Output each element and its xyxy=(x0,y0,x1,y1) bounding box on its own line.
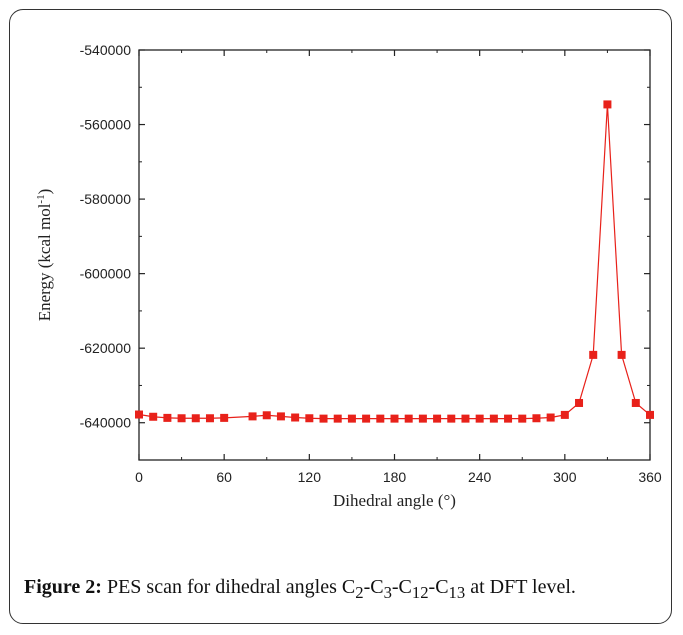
y-tick-label: -560000 xyxy=(80,117,132,133)
data-point xyxy=(248,412,257,421)
data-point xyxy=(291,413,300,422)
data-point xyxy=(603,100,612,109)
x-tick-label: 240 xyxy=(468,469,492,485)
data-point xyxy=(191,414,200,423)
data-point xyxy=(631,398,640,407)
data-point xyxy=(504,414,513,423)
figure-caption: Figure 2: PES scan for dihedral angles C… xyxy=(24,576,576,603)
y-tick-label: -640000 xyxy=(80,415,132,431)
data-point xyxy=(418,414,427,423)
data-point xyxy=(546,413,555,422)
caption-sub: 12 xyxy=(411,583,429,602)
caption-sub: 13 xyxy=(448,583,466,602)
caption-sub: 3 xyxy=(383,583,392,602)
data-point xyxy=(532,414,541,423)
data-point xyxy=(404,414,413,423)
y-tick-label: -600000 xyxy=(80,266,132,282)
axes xyxy=(138,49,651,461)
data-point xyxy=(362,414,371,423)
series-energy xyxy=(135,100,654,423)
caption-text: PES scan for dihedral angles C xyxy=(101,576,356,598)
x-axis-title: Dihedral angle (°) xyxy=(333,491,456,510)
x-tick-label: 60 xyxy=(216,469,232,485)
data-point xyxy=(163,413,172,422)
x-tick-label: 360 xyxy=(638,469,662,485)
data-point xyxy=(376,414,385,423)
ticks: 0 60 120 180 240 300 360 -640000 -620000 -600000 -… xyxy=(80,42,662,485)
caption-label: Figure 2: xyxy=(24,576,102,598)
data-point xyxy=(305,414,314,423)
data-point xyxy=(589,350,598,359)
data-point xyxy=(447,414,456,423)
plot-border xyxy=(138,49,651,461)
data-point xyxy=(205,414,214,423)
x-tick-label: 300 xyxy=(553,469,577,485)
x-tick-label: 120 xyxy=(298,469,322,485)
data-point xyxy=(475,414,484,423)
data-point xyxy=(135,410,143,419)
data-point xyxy=(617,350,626,359)
data-point xyxy=(177,414,186,423)
data-point xyxy=(461,414,470,423)
caption-text: -C xyxy=(428,576,449,598)
caption-text: -C xyxy=(391,576,412,598)
series-line xyxy=(138,104,651,420)
data-point xyxy=(347,414,356,423)
caption-text: at DFT level. xyxy=(465,576,576,598)
y-tick-label: -540000 xyxy=(80,42,132,58)
data-point xyxy=(560,410,569,419)
data-point xyxy=(319,414,328,423)
data-point xyxy=(489,414,498,423)
y-tick-label: -620000 xyxy=(80,340,132,356)
y-axis-title: Energy (kcal mol-1) xyxy=(35,189,54,322)
data-point xyxy=(646,410,654,419)
data-point xyxy=(390,414,399,423)
caption-text: -C xyxy=(363,576,384,598)
data-point xyxy=(433,414,442,423)
data-point xyxy=(575,398,584,407)
data-point xyxy=(333,414,342,423)
data-point xyxy=(518,414,527,423)
figure-frame xyxy=(9,9,672,624)
y-tick-label: -580000 xyxy=(80,191,132,207)
x-tick-label: 0 xyxy=(135,469,143,485)
data-point xyxy=(276,412,285,421)
x-tick-label: 180 xyxy=(383,469,407,485)
data-point xyxy=(262,411,271,420)
data-point xyxy=(149,412,158,421)
data-point xyxy=(220,413,229,422)
caption-sub: 2 xyxy=(355,583,364,602)
